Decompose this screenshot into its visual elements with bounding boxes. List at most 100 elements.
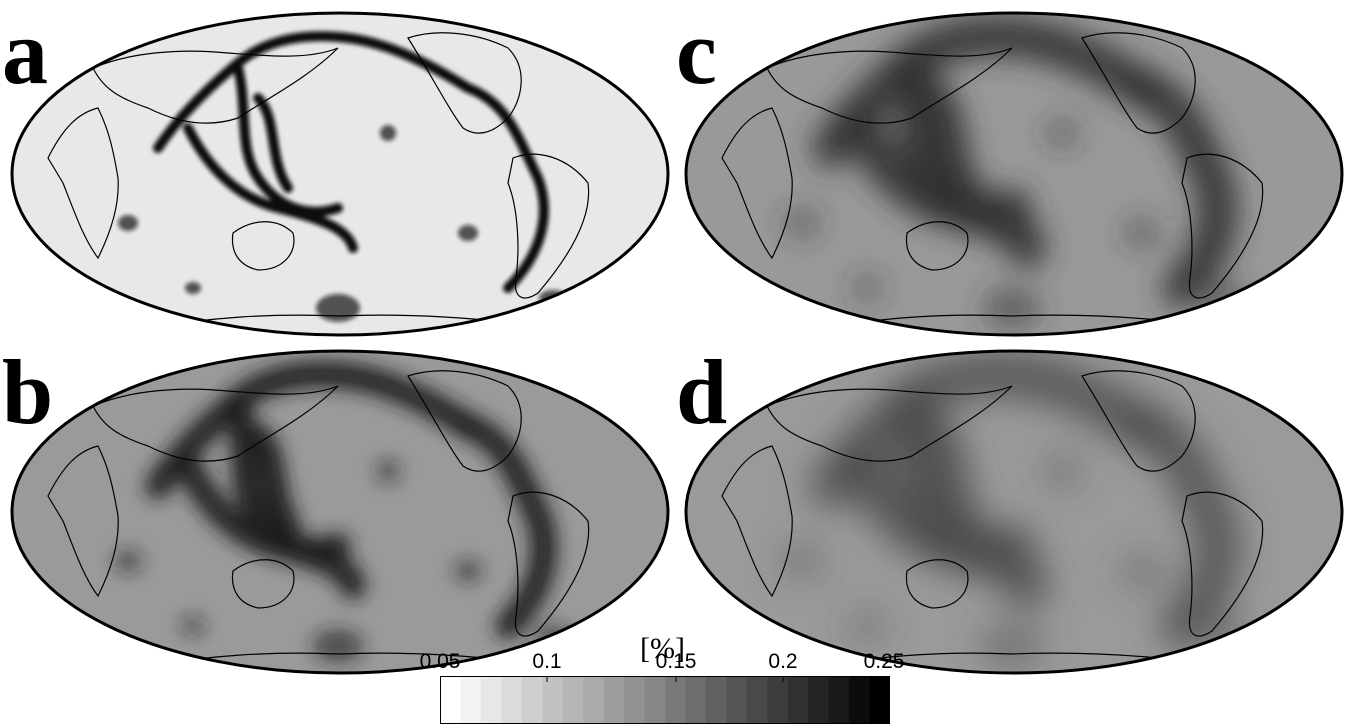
coastline	[1181, 153, 1264, 299]
anomaly-spot	[780, 544, 824, 578]
colorbar-step	[521, 676, 543, 724]
anomaly-spot	[982, 288, 1042, 328]
colorbar-tick-label: 0.15	[655, 650, 697, 673]
map-border	[684, 349, 1344, 675]
anomaly-spot	[316, 294, 360, 322]
coastline	[1081, 32, 1196, 134]
map-background	[12, 351, 668, 673]
colorbar	[440, 676, 890, 724]
colorbar-step	[562, 676, 584, 724]
colorbar-outline	[440, 676, 890, 724]
coastline	[507, 491, 590, 637]
anomaly-belt	[153, 31, 473, 153]
colorbar-step	[440, 676, 461, 724]
coastline	[47, 445, 119, 598]
coastline	[231, 559, 295, 609]
coastline	[1081, 370, 1196, 472]
map-border	[684, 11, 1344, 337]
coastline	[92, 385, 339, 462]
anomaly-spot	[784, 209, 820, 237]
velocity-anomaly-field	[118, 31, 567, 322]
colorbar-step	[726, 676, 748, 724]
anomaly-spot	[312, 629, 364, 663]
anomaly-belt	[233, 63, 343, 217]
anomaly-spot	[185, 282, 201, 294]
coastline	[721, 445, 793, 598]
world-map-b	[10, 349, 670, 675]
anomaly-spot	[114, 550, 142, 572]
velocity-anomaly-field	[784, 16, 1249, 328]
panel-label-c: c	[676, 1, 717, 103]
colorbar-step	[685, 676, 707, 724]
world-map-a	[10, 11, 670, 337]
anomaly-belt	[175, 453, 366, 599]
anomaly-belt	[1122, 68, 1238, 308]
anomaly-spot	[118, 215, 138, 231]
coastline	[905, 221, 969, 271]
anomaly-spot	[1046, 119, 1078, 147]
anomaly-spot	[1120, 554, 1164, 588]
anomaly-spot	[1124, 219, 1160, 247]
coastline	[507, 153, 590, 299]
map-panel-d	[682, 346, 1346, 678]
anomaly-spot	[847, 611, 887, 641]
coastline	[407, 370, 522, 472]
coastline	[92, 47, 339, 124]
map-panel-a	[8, 8, 672, 340]
colorbar-tick-label: 0.05	[419, 650, 461, 673]
map-panel-c	[682, 8, 1346, 340]
anomaly-spot	[181, 617, 205, 635]
map-background	[12, 13, 668, 335]
colorbar-step	[767, 676, 789, 724]
coastline	[47, 107, 119, 260]
anomaly-belt	[842, 108, 1047, 268]
colorbar-tick-label: 0.2	[768, 650, 798, 673]
colorbar-step	[480, 676, 502, 724]
world-map-d	[684, 349, 1344, 675]
colorbar-step	[624, 676, 646, 724]
panel-label-b: b	[2, 341, 54, 443]
anomaly-spot	[1042, 454, 1082, 488]
colorbar-step	[644, 676, 666, 724]
anomaly-spot	[458, 225, 478, 241]
coastline	[721, 107, 793, 260]
coastline	[1181, 491, 1264, 637]
world-map-c	[684, 11, 1344, 337]
map-panel-b	[8, 346, 672, 678]
panel-label-a: a	[2, 1, 48, 103]
anomaly-belt	[1119, 403, 1241, 649]
anomaly-belt	[253, 93, 293, 193]
anomaly-belt	[145, 361, 481, 499]
colorbar-step	[746, 676, 768, 724]
colorbar-step	[460, 676, 482, 724]
panel-label-d: d	[676, 341, 728, 443]
colorbar-tick-label: 0.1	[532, 650, 562, 673]
anomaly-belt	[912, 78, 982, 208]
anomaly-belt	[463, 83, 549, 293]
anomaly-belt	[245, 423, 301, 539]
map-border	[10, 11, 670, 337]
colorbar-step	[583, 676, 605, 724]
anomaly-belt	[455, 413, 557, 639]
anomaly-spot	[376, 460, 400, 482]
colorbar-step	[869, 676, 890, 724]
colorbar-step	[603, 676, 625, 724]
colorbar-step	[705, 676, 727, 724]
colorbar-step	[808, 676, 830, 724]
anomaly-belt	[909, 413, 985, 549]
anomaly-belt	[183, 123, 358, 253]
colorbar-tick-label: 0.25	[863, 650, 905, 673]
colorbar-step	[501, 676, 523, 724]
coastline	[231, 221, 295, 271]
velocity-anomaly-field	[114, 361, 571, 663]
anomaly-belt	[809, 351, 1165, 509]
velocity-anomaly-field	[780, 351, 1253, 669]
anomaly-spot	[978, 623, 1046, 669]
map-border	[10, 349, 670, 675]
anomaly-spot	[851, 276, 883, 300]
coastline	[407, 32, 522, 134]
colorbar-step	[787, 676, 809, 724]
coastline	[766, 385, 1013, 462]
coastline	[766, 47, 1013, 124]
anomaly-spot	[380, 125, 396, 141]
